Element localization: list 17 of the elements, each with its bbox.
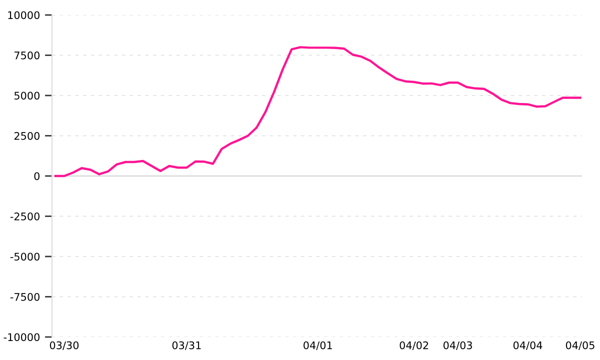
x-tick-label: 04/05: [566, 341, 594, 350]
y-tick-label: 5000: [14, 92, 40, 100]
y-tick-label: 0: [34, 172, 40, 180]
y-tick-label: -10000: [4, 333, 40, 342]
x-tick-label: 04/03: [443, 341, 472, 350]
y-tick-label: -2500: [10, 212, 40, 220]
x-tick-label: 03/30: [50, 341, 79, 350]
y-tick-label: 2500: [14, 132, 40, 140]
y-tick-label: -5000: [10, 252, 40, 261]
x-tick-label: 04/01: [304, 341, 332, 350]
x-tick-label: 04/04: [513, 341, 542, 350]
y-tick-label: 7500: [14, 51, 40, 60]
line-series: [54, 46, 582, 178]
y-tick-label: 10000: [8, 11, 40, 20]
x-tick-label: 03/31: [172, 341, 201, 350]
y-tick-label: -7500: [10, 292, 40, 301]
x-tick-label: 04/02: [400, 341, 428, 350]
